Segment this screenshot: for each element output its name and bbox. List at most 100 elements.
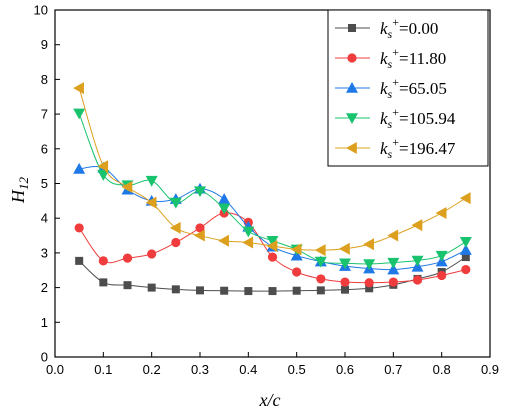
data-point [339,242,350,255]
data-point [387,263,400,275]
data-point [268,287,277,296]
data-point [73,162,86,174]
legend-label: ks+=65.05 [380,75,447,101]
data-point [435,250,448,262]
data-point [292,286,301,295]
data-point [123,281,132,290]
series-line [78,256,467,292]
data-point [195,223,205,233]
y-axis-title: H12 [8,177,31,205]
y-tick-label: 6 [41,141,48,156]
data-point [266,235,279,247]
x-tick-label: 0.8 [433,362,451,377]
y-tick-label: 8 [41,72,48,87]
y-tick-label: 1 [41,315,48,330]
series-4 [73,82,471,257]
legend-label: ks+=11.80 [380,45,446,71]
data-point [99,278,108,287]
y-tick-label: 0 [41,350,48,365]
data-point [122,253,133,263]
legend-item: ks+=65.05 [335,75,447,101]
data-point [145,175,158,187]
data-point [75,256,84,265]
data-point [388,277,398,287]
x-tick-label: 0.9 [481,362,499,377]
data-point [364,278,374,288]
data-point [97,160,109,173]
data-point [73,82,84,95]
x-axis-title: x/c [259,390,281,410]
y-tick-label: 2 [41,280,48,295]
data-point [411,219,423,232]
data-point [147,283,156,292]
data-point [171,237,181,248]
data-point [218,234,229,247]
data-point [387,229,399,242]
data-point [412,275,423,285]
data-point [290,243,302,256]
data-point [363,238,374,251]
data-point [218,203,231,215]
y-tick-label: 5 [41,176,48,191]
data-point [147,249,157,259]
data-point [459,244,472,255]
legend-marker [347,53,357,63]
data-point [169,197,182,209]
y-tick-label: 10 [34,3,48,18]
data-point [242,236,254,249]
data-point [218,193,231,204]
data-point [266,239,278,252]
data-point [459,192,471,205]
data-point [459,236,472,248]
data-point [341,285,349,294]
data-point [339,258,351,270]
legend-marker [346,142,357,154]
data-point [340,277,350,287]
data-point [220,286,229,295]
data-point [461,264,471,275]
legend-marker [346,82,358,93]
data-point [196,286,204,295]
data-point [169,221,181,234]
legend-label: ks+=0.00 [380,15,438,41]
y-tick-label: 3 [41,245,48,260]
data-point [121,180,133,193]
data-point [365,284,374,293]
legend-item: ks+=0.00 [335,15,438,41]
x-tick-label: 0.6 [336,362,354,377]
legend: ks+=0.00 ks+=11.80 ks+=65.05 ks+=105.94 ks+=… [327,9,489,167]
data-point [363,259,376,271]
data-point [73,108,86,120]
x-tick-label: 0.5 [288,362,306,377]
y-tick-label: 4 [41,211,48,226]
data-point [461,253,470,262]
data-point [74,223,84,233]
x-tick-label: 0.1 [94,362,112,377]
data-point [194,186,206,198]
data-point [292,267,302,277]
legend-marker [348,24,356,32]
data-point [267,252,278,262]
legend-item: ks+=196.47 [335,135,456,161]
x-tick-label: 0.0 [46,362,64,377]
x-tick-label: 0.3 [191,362,209,377]
data-point [435,206,447,219]
data-point [387,257,400,269]
legend-item: ks+=11.80 [335,45,446,71]
data-point [316,274,326,284]
legend-label: ks+=105.94 [380,105,456,131]
x-tick-label: 0.4 [239,362,257,377]
y-tick-label: 7 [41,107,48,122]
data-point [145,196,157,209]
data-point [244,287,253,296]
data-point [98,256,108,266]
data-point [411,255,424,267]
legend-marker [346,113,358,124]
data-point [97,170,110,181]
data-point [194,229,205,242]
data-point [171,285,180,294]
data-point [437,270,447,281]
legend-item: ks+=105.94 [335,105,456,131]
x-tick-label: 0.2 [143,362,161,377]
